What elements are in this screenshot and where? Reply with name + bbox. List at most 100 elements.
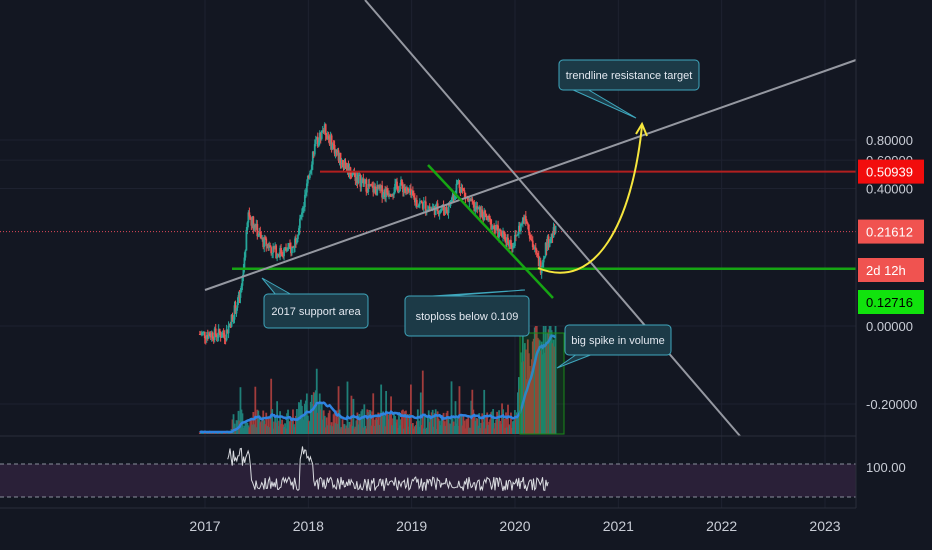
- candle-body: [479, 207, 482, 218]
- volume-bar: [383, 415, 386, 434]
- candle-body: [528, 232, 531, 239]
- candle-body: [445, 207, 448, 211]
- candle-body: [371, 185, 374, 187]
- candle-body: [453, 194, 456, 199]
- candle-body: [330, 135, 333, 150]
- volume-bar: [548, 326, 551, 434]
- volume-bar: [539, 350, 542, 434]
- candle-body: [373, 186, 376, 193]
- candle-body: [285, 247, 287, 251]
- volume-bar: [442, 412, 445, 434]
- volume-bar: [403, 428, 405, 434]
- candle-body: [536, 253, 539, 256]
- volume-bar: [435, 428, 438, 434]
- volume-bar: [354, 426, 357, 434]
- candle-body: [549, 239, 552, 244]
- volume-bar: [265, 412, 268, 434]
- candle-body: [217, 328, 220, 337]
- volume-bar: [285, 428, 287, 434]
- candle-body: [351, 174, 354, 176]
- volume-bar: [488, 421, 491, 434]
- candle-body: [359, 174, 362, 187]
- candle-body: [455, 183, 458, 194]
- candle-body: [363, 182, 366, 184]
- candle-body: [368, 184, 371, 187]
- volume-bar: [474, 420, 477, 434]
- volume-bar: [483, 389, 486, 434]
- volume-bar: [302, 419, 305, 434]
- candle-body: [298, 228, 300, 236]
- candle-body: [361, 178, 364, 181]
- volume-bar: [507, 404, 509, 434]
- candle-body: [216, 336, 219, 338]
- candle-body: [552, 227, 555, 238]
- volume-callout-box: [564, 324, 672, 356]
- candle-body: [270, 247, 273, 254]
- candle-body: [226, 329, 229, 334]
- candle-body: [225, 329, 228, 341]
- candle-body: [411, 190, 414, 196]
- candle-body: [203, 331, 206, 339]
- candle-body: [532, 247, 535, 250]
- volume-bar: [444, 425, 447, 434]
- volume-bar: [268, 427, 271, 434]
- volume-bar: [504, 427, 506, 434]
- volume-bar: [363, 404, 366, 434]
- volume-bar: [461, 425, 464, 434]
- volume-bar: [247, 425, 250, 434]
- volume-bar: [482, 422, 485, 434]
- current-price-badge-label: 0.21612: [866, 225, 913, 240]
- volume-bar: [376, 419, 379, 434]
- candle-body: [489, 218, 492, 220]
- volume-bar: [342, 424, 345, 434]
- volume-bar: [420, 424, 423, 434]
- candle-body: [212, 338, 215, 340]
- volume-bar: [295, 415, 297, 434]
- volume-bar: [521, 328, 524, 434]
- candle-body: [427, 207, 430, 211]
- candle-body: [510, 240, 512, 246]
- volume-bar: [492, 409, 495, 434]
- volume-bar: [270, 378, 273, 434]
- volume-bar: [406, 414, 408, 434]
- volume-bar: [340, 427, 343, 434]
- volume-bar: [501, 403, 503, 434]
- candle-body: [529, 238, 532, 240]
- volume-bar: [413, 426, 416, 434]
- volume-bar: [407, 414, 409, 434]
- candle-body: [239, 292, 242, 298]
- projection-arrowhead: [635, 121, 648, 137]
- volume-bar: [347, 427, 350, 434]
- candle-body: [342, 164, 345, 169]
- rsi-pane: [0, 435, 856, 509]
- candle-body: [250, 217, 253, 226]
- candle-body: [475, 206, 478, 208]
- candle-body: [289, 244, 291, 247]
- volume-bar: [263, 420, 266, 434]
- volume-bar: [451, 417, 454, 434]
- candlesticks: [198, 122, 557, 345]
- volume-bar: [388, 414, 390, 434]
- candle-body: [424, 201, 427, 211]
- candle-body: [335, 149, 338, 153]
- volume-bar: [544, 326, 547, 434]
- current-price-badge: [858, 219, 924, 244]
- candle-body: [379, 185, 382, 189]
- candle-body: [337, 150, 340, 161]
- candle-body: [508, 242, 510, 247]
- candle-body: [515, 234, 517, 236]
- candle-body: [243, 257, 246, 269]
- candle-body: [434, 204, 437, 216]
- candle-body: [204, 338, 207, 340]
- candle-body: [237, 295, 240, 303]
- volume-bar: [258, 417, 261, 434]
- candle-body: [339, 152, 342, 165]
- candle-body: [286, 250, 288, 252]
- volume-bar: [312, 392, 315, 434]
- volume-bar: [278, 420, 281, 434]
- candle-body: [259, 231, 262, 235]
- volume-bar: [432, 426, 435, 434]
- candle-body: [509, 240, 511, 247]
- candle-body: [539, 260, 542, 274]
